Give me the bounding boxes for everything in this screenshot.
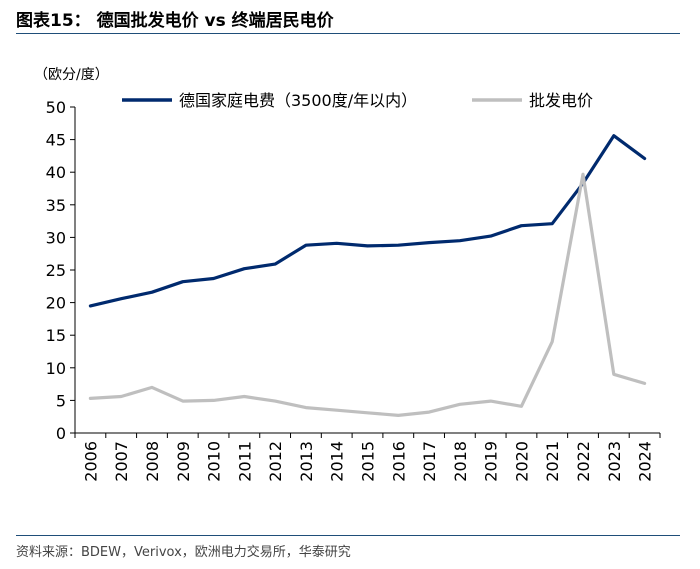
legend-household-price-label: 德国家庭电费（3500度/年以内）: [179, 91, 417, 110]
x-tick-label: 2018: [451, 441, 470, 482]
x-tick-label: 2009: [174, 441, 193, 482]
y-tick-label: 5: [56, 391, 66, 410]
chart-axes: 0 5 10 15 20 25 30 35 40 45 50 2006 2007 2008 2009 2010…: [46, 98, 661, 482]
x-tick-label: 2012: [266, 441, 285, 482]
source-divider: [16, 535, 680, 536]
x-tick-label: 2013: [297, 441, 316, 482]
figure-title: 图表15： 德国批发电价 vs 终端居民电价: [16, 11, 334, 31]
x-tick-label: 2011: [235, 441, 254, 482]
y-axis-unit-label: （欧分/度）: [34, 67, 109, 83]
x-tick-label: 2019: [482, 441, 501, 482]
x-tick-label: 2014: [328, 441, 347, 482]
x-tick-label: 2015: [359, 441, 378, 482]
x-tick-label: 2022: [574, 441, 593, 482]
x-tick-label: 2024: [636, 441, 655, 482]
title-divider: [16, 33, 680, 34]
y-tick-label: 30: [46, 228, 66, 247]
source-note: 资料来源：BDEW，Verivox，欧洲电力交易所，华泰研究: [16, 545, 351, 560]
x-tick-label: 2010: [205, 441, 224, 482]
y-tick-label: 20: [46, 294, 66, 313]
y-tick-label: 45: [46, 131, 66, 150]
y-tick-label: 40: [46, 163, 66, 182]
x-tick-label: 2007: [112, 441, 131, 482]
y-tick-label: 50: [46, 98, 66, 117]
chart-legend: 德国家庭电费（3500度/年以内） 批发电价: [122, 91, 593, 110]
chart-series: [88, 134, 647, 417]
x-tick-label: 2020: [512, 441, 531, 482]
x-tick-label: 2021: [543, 441, 562, 482]
y-tick-label: 35: [46, 196, 66, 215]
x-tick-label: 2017: [420, 441, 439, 482]
y-tick-label: 10: [46, 359, 66, 378]
series-line-wholesale-price: [88, 172, 647, 417]
series-line-household-price: [88, 134, 647, 308]
x-tick-label: 2023: [605, 441, 624, 482]
x-tick-label: 2006: [81, 441, 100, 482]
x-tick-label: 2008: [143, 441, 162, 482]
legend-wholesale-price-label: 批发电价: [529, 91, 593, 110]
y-tick-label: 25: [46, 261, 66, 280]
y-tick-label: 15: [46, 326, 66, 345]
y-tick-label: 0: [56, 424, 66, 443]
x-tick-label: 2016: [389, 441, 408, 482]
